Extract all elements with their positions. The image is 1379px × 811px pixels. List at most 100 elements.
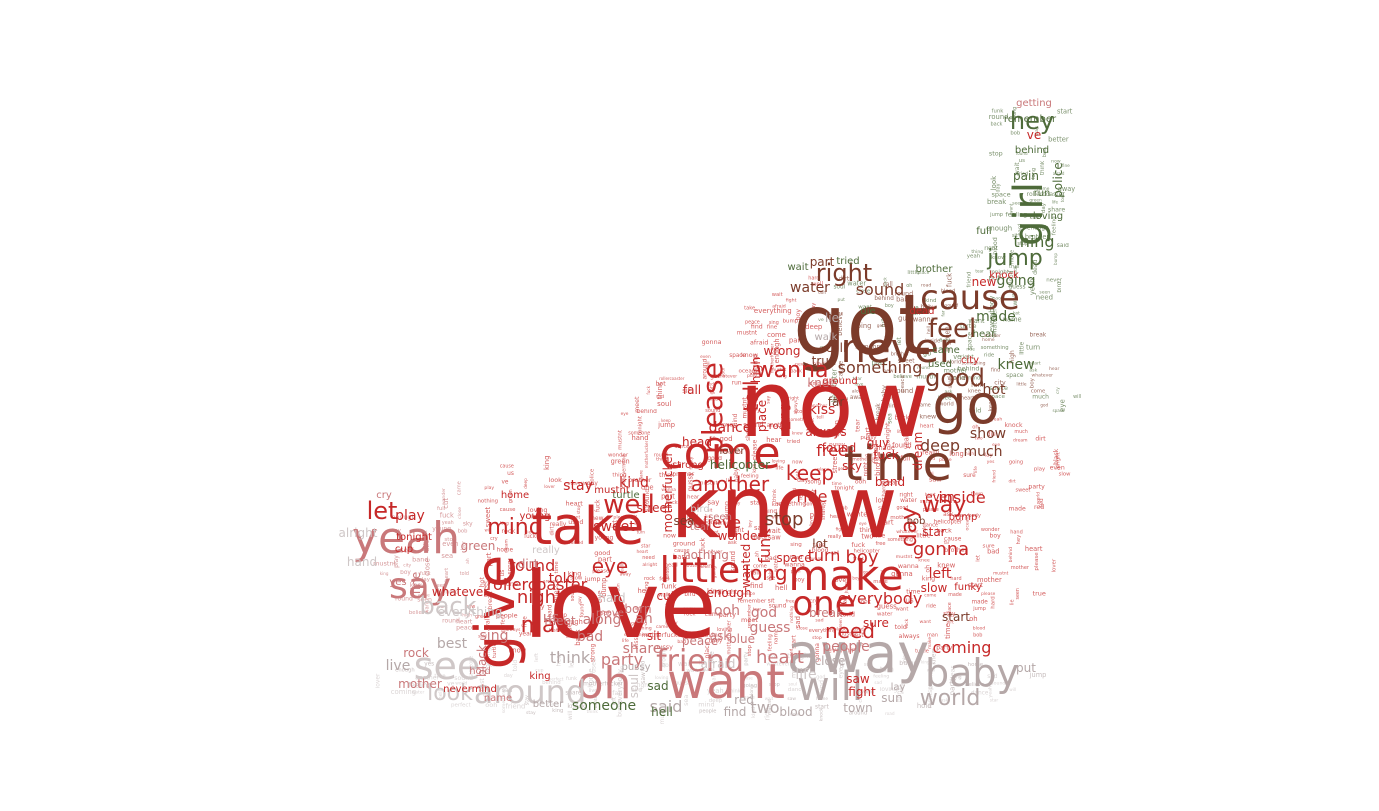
word-street: street <box>636 501 671 515</box>
filler-word: city <box>994 379 1006 386</box>
filler-word: used <box>590 658 597 673</box>
filler-word: bob <box>458 529 468 535</box>
filler-word: bump <box>783 319 799 325</box>
filler-word: far <box>944 540 950 545</box>
word-share: share <box>623 641 662 657</box>
filler-word: dance <box>788 687 806 693</box>
filler-word: day <box>1041 202 1047 213</box>
filler-word: turtle <box>492 642 498 658</box>
filler-word: alright <box>718 589 738 596</box>
word-stop: stop <box>765 509 804 530</box>
filler-word: boy <box>749 407 761 414</box>
filler-word: town <box>833 420 841 437</box>
filler-word: mind <box>762 509 777 515</box>
word-deep: deep <box>920 436 960 455</box>
word-really: really <box>532 545 560 556</box>
filler-word: see <box>601 610 612 617</box>
filler-word: true <box>1009 264 1019 270</box>
word-slow: slow <box>921 581 948 595</box>
filler-word: space <box>927 675 934 693</box>
filler-word: play <box>1034 466 1045 472</box>
filler-word: came <box>418 592 430 597</box>
filler-word: sun <box>920 499 929 505</box>
word-better: better <box>533 699 564 710</box>
filler-word: world <box>1035 492 1041 504</box>
filler-word: pussy <box>687 472 695 491</box>
filler-word: always <box>505 627 521 633</box>
filler-word: pussy <box>829 442 846 448</box>
filler-word: motherfucker <box>770 343 776 373</box>
filler-word: oh <box>972 424 979 430</box>
filler-word: left <box>612 697 618 705</box>
filler-word: home <box>968 662 984 668</box>
word-afraid: afraid <box>701 657 736 671</box>
filler-word: well <box>812 282 824 288</box>
word-away: away <box>787 622 929 685</box>
filler-word: road <box>885 711 895 717</box>
word-star: star <box>922 525 945 539</box>
filler-word: afraid <box>750 339 768 346</box>
word-everybody: everybody <box>838 589 923 608</box>
filler-word: thing <box>612 473 626 479</box>
filler-word: sky <box>463 521 473 527</box>
filler-word: space <box>1006 373 1024 379</box>
filler-word: bad <box>1042 148 1048 158</box>
word-hell: hell <box>651 705 673 719</box>
filler-word: enough <box>395 667 415 673</box>
filler-word: black <box>813 362 829 368</box>
filler-word: motherfucker <box>852 457 882 463</box>
filler-word: true <box>1033 590 1046 598</box>
word-seen: seen <box>708 512 732 523</box>
filler-word: world <box>455 680 467 686</box>
filler-word: tonight <box>422 530 428 551</box>
filler-word: back <box>574 629 582 645</box>
filler-word: guess <box>877 603 898 611</box>
filler-word: hard <box>709 529 719 534</box>
filler-word: stop <box>812 635 822 641</box>
filler-word: hard <box>882 484 888 496</box>
filler-word: bird <box>684 592 696 598</box>
filler-word: ooh <box>855 478 866 485</box>
filler-word: yeah <box>707 687 724 695</box>
filler-word: along <box>749 685 755 698</box>
word-say: say <box>389 566 451 607</box>
filler-word: little <box>871 533 885 540</box>
word-bad: bad <box>577 629 603 645</box>
word-nevermind: nevermind <box>443 684 497 695</box>
filler-word: meet <box>741 616 758 624</box>
filler-word: walk <box>658 592 670 598</box>
filler-word: said <box>878 505 889 511</box>
filler-word: rollercoaster <box>1027 191 1066 198</box>
filler-word: made <box>972 600 989 606</box>
word-two: two <box>750 698 779 717</box>
filler-word: brother <box>891 351 910 357</box>
filler-word: stop <box>989 149 1003 157</box>
filler-word: party <box>936 645 952 652</box>
filler-word: part <box>664 603 670 613</box>
filler-word: police <box>741 591 755 597</box>
word-new: new <box>972 275 997 289</box>
word-hold: hold <box>469 666 491 677</box>
filler-word: gonna <box>891 570 913 578</box>
filler-word: motherfucker <box>583 681 623 687</box>
filler-word: kind <box>751 707 757 718</box>
filler-word: away <box>620 573 632 578</box>
filler-word: made <box>1008 505 1026 512</box>
filler-word: high <box>965 451 974 456</box>
filler-word: bump <box>897 685 903 702</box>
word-inside: inside <box>938 488 985 507</box>
filler-word: come <box>753 564 767 570</box>
filler-word: cry <box>490 536 498 542</box>
filler-word: make <box>873 579 888 585</box>
filler-word: hear <box>766 436 781 444</box>
filler-word: helicopter <box>831 368 839 402</box>
filler-word: boy <box>989 533 1001 540</box>
word-will: will <box>797 664 863 710</box>
filler-word: saw <box>787 697 796 702</box>
filler-word: guy <box>733 501 741 506</box>
filler-word: remember <box>738 599 767 605</box>
word-know: know <box>670 458 897 558</box>
filler-word: good <box>897 505 909 511</box>
filler-word: someone <box>855 342 884 350</box>
filler-word: king <box>543 456 551 470</box>
